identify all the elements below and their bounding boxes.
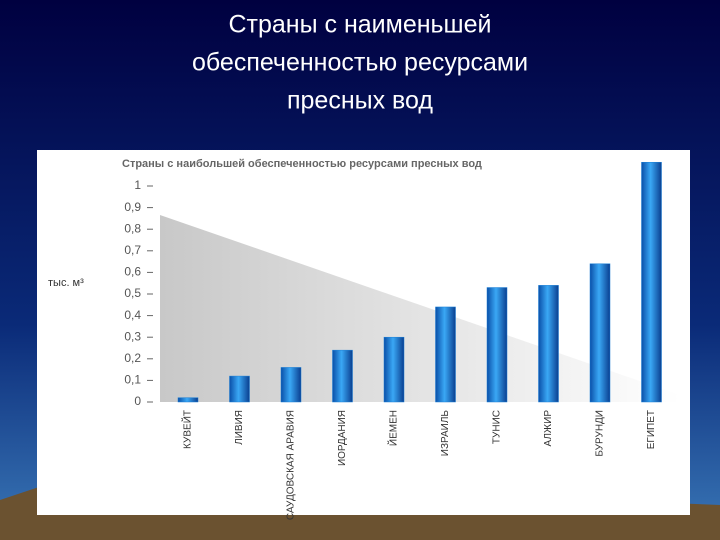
x-tick-label: БУРУНДИ — [595, 410, 606, 457]
y-tick-label: 0,3 — [124, 329, 141, 343]
y-tick-label: 0,1 — [124, 373, 141, 387]
x-tick-label: КУВЕЙТ — [181, 410, 194, 449]
y-tick-label: 0,5 — [124, 286, 141, 300]
bar — [589, 263, 611, 403]
x-tick-label: ТУНИС — [492, 410, 503, 444]
chart-title: Страны с наибольшей обеспеченностью ресу… — [122, 158, 482, 170]
bar — [229, 375, 250, 403]
slide-title: Страны с наименьшей — [228, 11, 491, 39]
y-tick-label: 0,9 — [124, 200, 141, 214]
x-tick-label: ИЗРАИЛЬ — [440, 410, 451, 457]
bar — [641, 161, 662, 403]
slide-title: обеспеченностью ресурсами — [192, 49, 528, 77]
bar — [332, 349, 353, 403]
bar — [538, 285, 559, 403]
bar — [280, 367, 302, 403]
x-tick-label: САУДОВСКАЯ АРАВИЯ — [286, 410, 297, 520]
x-tick-label: ЕГИПЕТ — [646, 410, 657, 449]
bar — [435, 306, 456, 403]
x-tick-label: ЙЕМЕН — [387, 410, 400, 446]
slide-title: пресных вод — [287, 87, 433, 115]
x-tick-label: ЛИВИЯ — [234, 410, 245, 445]
y-tick-label: 0,2 — [124, 351, 141, 365]
bar — [383, 336, 405, 403]
y-tick-label: 1 — [134, 178, 141, 192]
y-tick-label: 0,6 — [124, 265, 141, 279]
y-tick-label: 0,8 — [124, 221, 141, 235]
y-tick-label: 0,4 — [124, 308, 141, 322]
bar — [177, 397, 199, 403]
y-axis-label: тыс. м³ — [48, 277, 84, 289]
bar — [486, 287, 508, 403]
x-tick-label: АЛЖИР — [543, 410, 554, 447]
x-tick-label: ИОРДАНИЯ — [337, 410, 348, 466]
y-tick-label: 0,7 — [124, 243, 141, 257]
y-tick-label: 0 — [134, 394, 141, 408]
